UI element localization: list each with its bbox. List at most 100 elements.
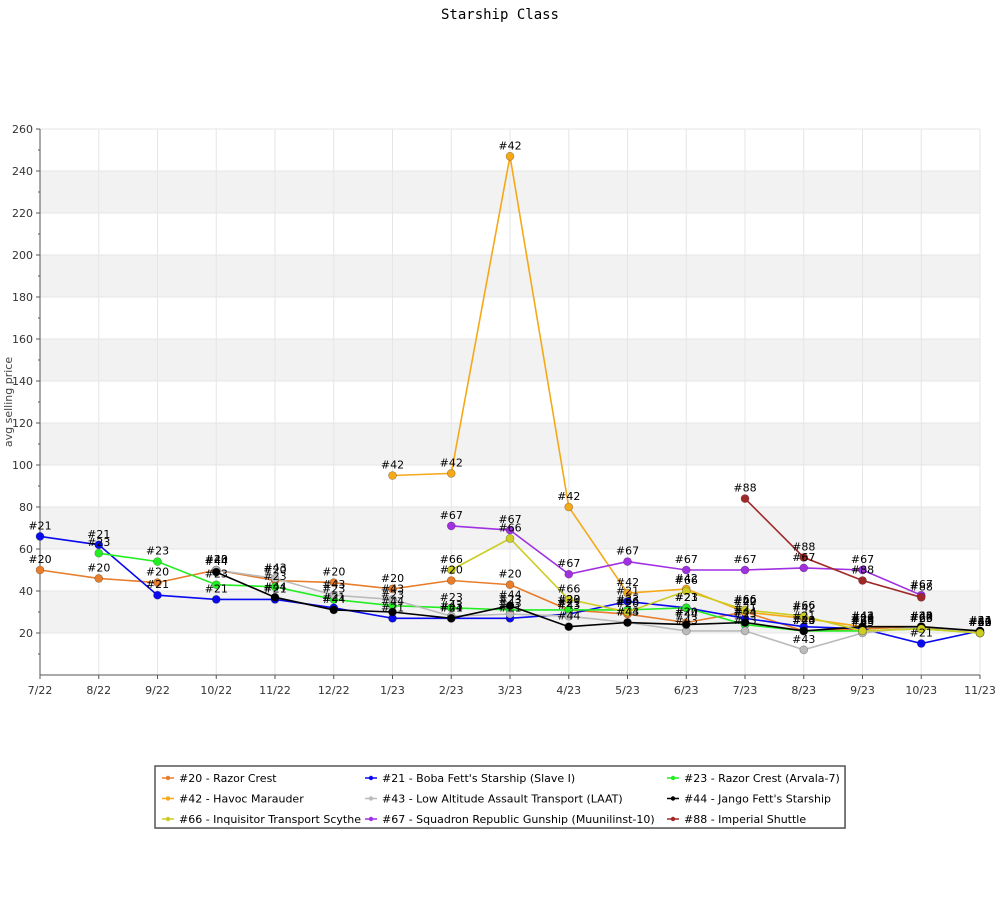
data-label: #23 bbox=[440, 591, 463, 604]
data-label: #43 bbox=[498, 597, 521, 610]
data-label: #66 bbox=[498, 522, 521, 535]
data-label: #20 bbox=[205, 553, 228, 566]
legend: #20 - Razor Crest #21 - Boba Fett's Stars… bbox=[154, 765, 846, 829]
legend-swatch-marker bbox=[368, 816, 374, 822]
series-group bbox=[446, 521, 926, 600]
x-tick-label: 2/23 bbox=[439, 684, 464, 697]
x-tick-label: 1/23 bbox=[380, 684, 405, 697]
data-label: #20 bbox=[968, 616, 991, 629]
data-point bbox=[564, 502, 574, 512]
x-tick-label: 8/23 bbox=[791, 684, 816, 697]
data-point bbox=[505, 580, 515, 590]
data-label: #44 bbox=[616, 606, 639, 619]
data-label: #20 bbox=[263, 564, 286, 577]
data-point bbox=[564, 595, 574, 604]
x-tick-label: 7/22 bbox=[28, 684, 53, 697]
data-label: #67 bbox=[616, 545, 639, 558]
data-point bbox=[446, 521, 456, 531]
data-label: #21 bbox=[440, 601, 463, 614]
data-label: #42 bbox=[440, 456, 463, 469]
data-point bbox=[858, 626, 867, 636]
x-tick-label: 9/23 bbox=[850, 684, 875, 697]
data-label: #43 bbox=[205, 553, 228, 566]
data-label: #43 bbox=[557, 599, 580, 612]
data-point bbox=[94, 540, 104, 550]
x-tick-label: 3/23 bbox=[498, 684, 523, 697]
series-line bbox=[215, 571, 981, 632]
x-tick-label: 4/23 bbox=[556, 684, 581, 697]
data-label: #23 bbox=[792, 614, 815, 627]
series-group bbox=[446, 534, 985, 638]
data-label: #23 bbox=[851, 614, 874, 627]
y-tick-label: 200 bbox=[12, 249, 33, 262]
data-label: #88 bbox=[910, 580, 933, 593]
data-point bbox=[35, 565, 45, 575]
data-point bbox=[740, 494, 750, 503]
data-label: #23 bbox=[910, 612, 933, 625]
data-label: #20 bbox=[733, 595, 756, 608]
y-tick-label: 220 bbox=[12, 207, 33, 220]
y-axis-label: avg selling price bbox=[2, 357, 15, 447]
legend-label: #23 - Razor Crest (Arvala-7) bbox=[684, 772, 840, 785]
data-label: #23 bbox=[146, 545, 169, 558]
series-layer bbox=[35, 152, 985, 655]
data-label: #42 bbox=[910, 610, 933, 623]
data-label: #44 bbox=[675, 608, 698, 621]
data-point bbox=[740, 626, 750, 636]
data-point bbox=[211, 567, 221, 577]
data-point bbox=[564, 622, 574, 632]
data-label: #42 bbox=[968, 616, 991, 629]
data-label: #21 bbox=[205, 582, 228, 595]
data-label: #20 bbox=[616, 597, 639, 610]
y-tick-label: 60 bbox=[19, 543, 33, 556]
legend-item: #42 - Havoc Marauder bbox=[162, 793, 304, 806]
data-label: #23 bbox=[733, 608, 756, 621]
data-label: #21 bbox=[968, 614, 991, 627]
data-point bbox=[446, 613, 456, 623]
data-label: #66 bbox=[792, 599, 815, 612]
data-label: #21 bbox=[792, 610, 815, 623]
data-point bbox=[446, 603, 456, 613]
data-label: #44 bbox=[792, 614, 815, 627]
data-label: #23 bbox=[498, 593, 521, 606]
data-label: #44 bbox=[440, 601, 463, 614]
data-label: #23 bbox=[322, 582, 345, 595]
legend-label: #20 - Razor Crest bbox=[179, 772, 277, 785]
legend-box bbox=[154, 765, 846, 829]
data-label: #43 bbox=[968, 616, 991, 629]
data-label: #21 bbox=[28, 519, 51, 532]
data-point bbox=[681, 565, 691, 575]
data-point bbox=[858, 565, 867, 575]
data-label: #88 bbox=[792, 540, 815, 553]
legend-item: #67 - Squadron Republic Gunship (Muunili… bbox=[365, 813, 655, 826]
legend-label: #42 - Havoc Marauder bbox=[179, 793, 304, 806]
data-point bbox=[858, 576, 867, 585]
data-label: #44 bbox=[733, 606, 756, 619]
data-point bbox=[505, 609, 515, 619]
series-line bbox=[744, 498, 922, 599]
data-label: #42 bbox=[675, 572, 698, 585]
data-label: #20 bbox=[498, 568, 521, 581]
data-label: #67 bbox=[440, 509, 463, 522]
x-tick-label: 9/22 bbox=[145, 684, 170, 697]
legend-swatch-marker bbox=[368, 796, 374, 801]
data-point bbox=[446, 576, 456, 585]
data-label: #44 bbox=[557, 610, 580, 623]
data-point bbox=[446, 565, 456, 575]
data-point bbox=[975, 628, 985, 638]
data-label: #66 bbox=[851, 614, 874, 627]
data-point bbox=[153, 578, 162, 587]
legend-label: #44 - Jango Fett's Starship bbox=[684, 793, 831, 806]
chart-title: Starship Class bbox=[441, 7, 559, 23]
data-label: #66 bbox=[910, 612, 933, 625]
data-point bbox=[505, 601, 515, 611]
legend-label: #21 - Boba Fett's Starship (Slave I) bbox=[382, 772, 575, 785]
data-label: #67 bbox=[498, 513, 521, 526]
data-label: #21 bbox=[381, 601, 404, 614]
data-label: #42 bbox=[616, 576, 639, 589]
x-tick-label: 6/23 bbox=[674, 684, 699, 697]
data-label: #67 bbox=[675, 553, 698, 566]
data-label: #43 bbox=[440, 599, 463, 612]
legend-swatch-marker bbox=[165, 796, 171, 801]
point-labels-layer: #20#20 #20#20#20 #20 #20#20 #20#20 #20#20#20#… bbox=[28, 139, 991, 645]
